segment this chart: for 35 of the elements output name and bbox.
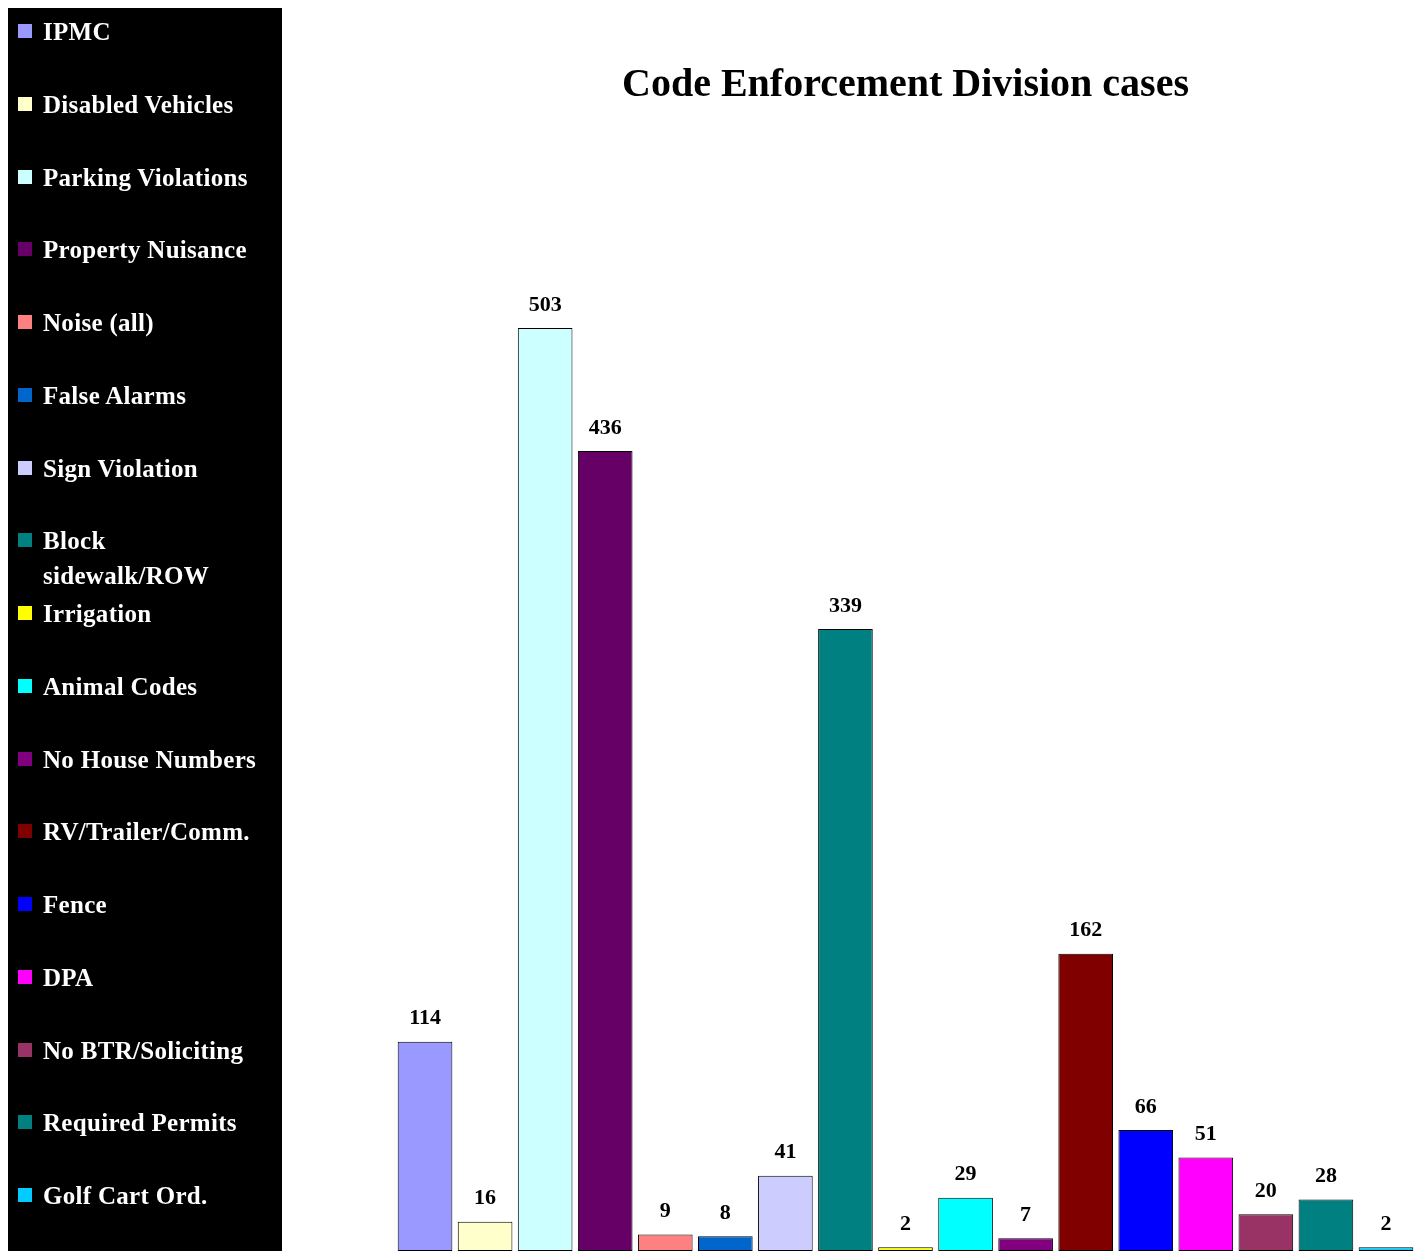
legend-label: Fence — [43, 890, 107, 921]
data-label: 2 — [900, 1210, 911, 1236]
data-label: 51 — [1194, 1120, 1217, 1146]
data-label: 29 — [954, 1160, 977, 1186]
chart-title: Code Enforcement Division cases — [622, 60, 1189, 106]
data-label: 436 — [588, 413, 622, 439]
data-label: 9 — [659, 1197, 671, 1223]
data-label: 20 — [1254, 1176, 1277, 1202]
data-label: 162 — [1069, 916, 1103, 942]
legend-label: RV/Trailer/Comm. — [43, 817, 250, 848]
data-label: 503 — [528, 290, 562, 316]
legend-label: False Alarms — [43, 380, 187, 411]
data-label: 66 — [1134, 1092, 1157, 1118]
data-label: 2 — [1380, 1210, 1392, 1236]
legend-label: DPA — [43, 962, 94, 993]
legend-label: Block sidewalk/ROW — [43, 526, 211, 592]
data-label: 8 — [719, 1199, 731, 1225]
legend-label: Irrigation — [43, 599, 152, 630]
data-label: 41 — [774, 1138, 797, 1164]
legend-label: No House Numbers — [43, 744, 257, 775]
legend-label: Required Permits — [43, 1108, 237, 1139]
legend-label: Disabled Vehicles — [43, 89, 234, 120]
legend-label: Parking Violations — [43, 162, 248, 193]
data-label: 339 — [828, 591, 862, 617]
data-label: 16 — [474, 1184, 497, 1210]
legend-label: IPMC — [43, 17, 111, 47]
data-label: 28 — [1314, 1162, 1337, 1188]
data-label: 7 — [1020, 1200, 1032, 1226]
data-label: 114 — [409, 1004, 441, 1030]
legend-label: Sign Violation — [43, 453, 198, 484]
legend-label: Golf Cart Ord. — [43, 1181, 208, 1212]
legend-label: No BTR/Soliciting — [43, 1035, 244, 1066]
legend-label: Animal Codes — [43, 671, 198, 702]
legend-label: Noise (all) — [43, 308, 154, 339]
legend-label: Property Nuisance — [43, 235, 247, 266]
